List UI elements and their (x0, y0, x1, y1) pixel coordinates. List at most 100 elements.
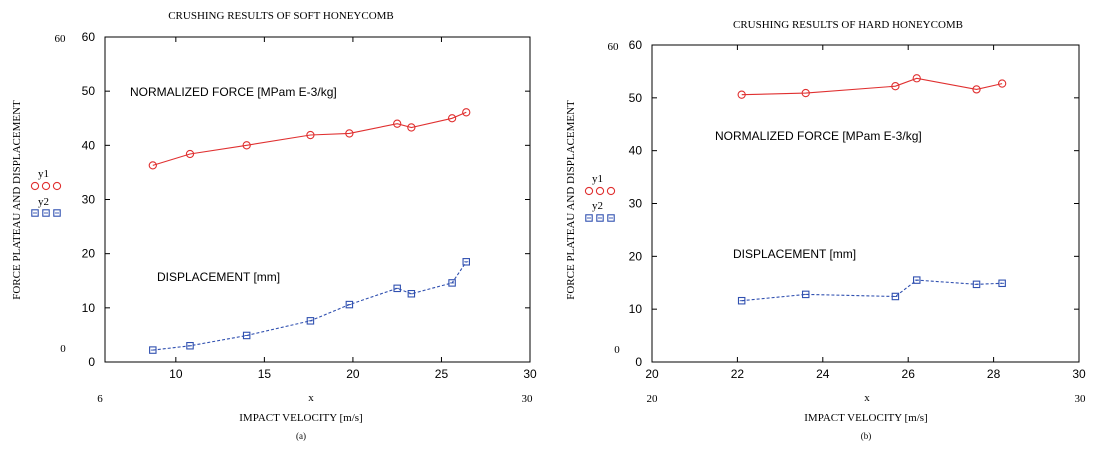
figure-caption: (b) (861, 431, 872, 441)
data-point-y2 (186, 341, 194, 350)
legend-marker (606, 186, 616, 196)
stray-label-left-top: 60 (55, 33, 67, 45)
data-point-y2 (891, 292, 900, 301)
annotation-displacement: DISPLACEMENT [mm] (157, 270, 280, 284)
data-point-y1 (912, 74, 921, 83)
x-tick-label: 30 (523, 367, 537, 381)
x-tick-label: 25 (435, 367, 449, 381)
y-axis-label: FORCE PLATEAU AND DISPLACEMENT (11, 100, 23, 300)
data-point-y1 (393, 119, 402, 128)
chart-title: CRUSHING RESULTS OF HARD HONEYCOMB (733, 19, 963, 31)
x-tick-label: 10 (169, 367, 183, 381)
data-point-y2 (462, 258, 470, 266)
data-point-y2 (393, 284, 401, 293)
x-tick-label: 28 (987, 367, 1001, 381)
data-point-y1 (891, 82, 900, 91)
legend-marker (52, 181, 62, 191)
data-point-y2 (801, 290, 810, 299)
legend-marker (30, 181, 40, 191)
series-layer (148, 108, 471, 354)
legend-label-y2: y2 (592, 200, 603, 212)
stray-label-bottom-left: 20 (647, 393, 659, 405)
legend-marker (596, 214, 604, 222)
data-point-y1 (462, 108, 471, 117)
legend-marker (53, 209, 61, 217)
stray-label-bottom-right: 30 (1075, 393, 1087, 405)
legend-label-y2: y2 (38, 196, 49, 208)
legend-marker (607, 214, 615, 222)
data-point-y2 (242, 331, 251, 340)
x-tick-label: 20 (645, 367, 659, 381)
x-tick-label: 30 (1072, 367, 1086, 381)
x-axis-label: IMPACT VELOCITY [m/s] (239, 412, 362, 424)
inner-x-label: x (864, 392, 870, 404)
y-tick-label: 40 (629, 144, 643, 158)
y-tick-label: 40 (82, 138, 96, 152)
stray-label-bottom-left: 6 (97, 393, 103, 405)
data-point-y2 (149, 346, 157, 354)
annotation-normalized-force: NORMALIZED FORCE [MPam E-3/kg] (130, 85, 337, 99)
annotation-normalized-force: NORMALIZED FORCE [MPam E-3/kg] (715, 129, 922, 143)
figure-caption: (a) (296, 431, 306, 441)
x-axis-label: IMPACT VELOCITY [m/s] (804, 412, 927, 424)
data-point-y1 (407, 123, 416, 132)
inner-x-label: x (308, 392, 314, 404)
data-point-y2 (448, 279, 456, 287)
data-point-y1 (242, 141, 251, 150)
y-tick-label: 20 (629, 249, 643, 263)
legend-marker (584, 186, 594, 196)
data-point-y2 (407, 289, 416, 298)
series-layer (737, 74, 1007, 305)
data-point-y1 (447, 114, 457, 123)
x-tick-label: 22 (731, 367, 745, 381)
y-tick-label: 60 (629, 38, 643, 52)
x-axis-ticks: 20 22 24 26 28 30 (645, 45, 1086, 381)
y-axis-ticks: 0 10 20 30 40 50 60 (82, 30, 530, 369)
chart-title: CRUSHING RESULTS OF SOFT HONEYCOMB (168, 10, 394, 22)
y-tick-label: 60 (82, 30, 96, 44)
data-point-y1 (345, 129, 354, 138)
y-tick-label: 10 (82, 301, 96, 315)
data-point-y2 (912, 276, 921, 284)
legend-marker (31, 209, 39, 217)
y-tick-label: 10 (629, 302, 643, 316)
stray-label-left-bottom: 0 (60, 343, 66, 355)
x-tick-label: 15 (258, 367, 272, 381)
y-tick-label: 0 (635, 355, 642, 369)
annotation-displacement: DISPLACEMENT [mm] (733, 247, 856, 261)
chart-panel-soft: CRUSHING RESULTS OF SOFT HONEYCOMB FORCE… (11, 10, 537, 441)
data-point-y2 (737, 296, 746, 305)
data-point-y2 (972, 280, 981, 289)
x-axis-ticks: 10 15 20 25 30 (169, 37, 537, 381)
legend-swatch-y1 (584, 186, 616, 196)
series-line-y1 (741, 77, 1003, 96)
data-point-y1 (997, 79, 1007, 88)
legend-swatch-y1 (30, 181, 62, 191)
stray-label-left-top: 60 (608, 41, 620, 53)
series-line-y1 (152, 111, 467, 166)
y-tick-label: 30 (629, 197, 643, 211)
legend-marker (595, 186, 605, 196)
y-tick-label: 30 (82, 193, 96, 207)
x-tick-label: 20 (346, 367, 360, 381)
series-line-y2 (741, 279, 1003, 302)
data-point-y1 (737, 90, 746, 99)
data-point-y1 (185, 149, 195, 159)
plot-frame (651, 44, 1080, 363)
legend-label-y1: y1 (38, 168, 49, 180)
stray-label-left-bottom: 0 (614, 344, 620, 356)
legend-marker (42, 209, 50, 217)
chart-panel-hard: CRUSHING RESULTS OF HARD HONEYCOMB FORCE… (565, 19, 1086, 441)
legend-label-y1: y1 (592, 173, 603, 185)
legend-swatch-y2 (31, 209, 61, 217)
legend-marker (41, 181, 51, 191)
stray-label-bottom-right: 30 (522, 393, 534, 405)
data-point-y2 (345, 300, 354, 309)
y-tick-label: 0 (88, 355, 95, 369)
x-tick-label: 24 (816, 367, 830, 381)
y-axis-label: FORCE PLATEAU AND DISPLACEMENT (565, 100, 577, 300)
y-tick-label: 20 (82, 247, 96, 261)
legend-marker (585, 214, 593, 222)
x-tick-label: 26 (902, 367, 916, 381)
